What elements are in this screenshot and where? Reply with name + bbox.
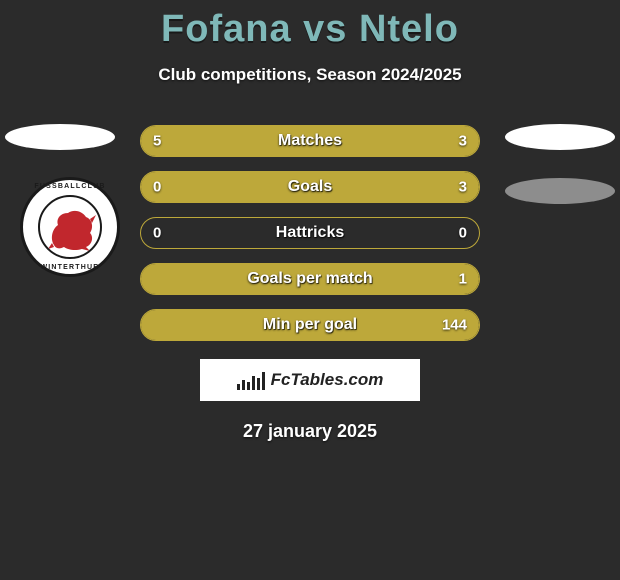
stat-value-left: 0 [153, 179, 161, 196]
stat-row: 1 Goals per match [0, 263, 620, 295]
stat-bar-track: 0 3 Goals [140, 171, 480, 203]
stat-bar-track: 5 3 Matches [140, 125, 480, 157]
stat-value-right: 144 [442, 317, 467, 334]
brand-bar [257, 378, 260, 390]
stat-value-right: 3 [459, 133, 467, 150]
brand-bar [252, 376, 255, 390]
stat-value-left: 5 [153, 133, 161, 150]
stat-bar-track: 0 0 Hattricks [140, 217, 480, 249]
brand-box: FcTables.com [200, 359, 420, 401]
stat-label: Goals [288, 178, 332, 196]
date-text: 27 january 2025 [0, 421, 620, 442]
brand-bar [242, 380, 245, 390]
stat-label: Matches [278, 132, 342, 150]
page-title: Fofana vs Ntelo [0, 0, 620, 51]
brand-text: FcTables.com [271, 370, 384, 390]
stat-row: 0 0 Hattricks [0, 217, 620, 249]
stat-bar-track: 1 Goals per match [140, 263, 480, 295]
stat-value-left: 0 [153, 225, 161, 242]
brand-bar [237, 384, 240, 390]
stat-bar-track: 144 Min per goal [140, 309, 480, 341]
stat-label: Min per goal [263, 316, 357, 334]
stat-label: Goals per match [247, 270, 372, 288]
stat-value-right: 1 [459, 271, 467, 288]
stat-row: 144 Min per goal [0, 309, 620, 341]
stat-row: 5 3 Matches [0, 125, 620, 157]
stat-value-right: 3 [459, 179, 467, 196]
stat-row: 0 3 Goals [0, 171, 620, 203]
stats-area: 5 3 Matches 0 3 Goals 0 0 Hattricks 1 Goals per ma… [0, 125, 620, 341]
brand-bars-icon [237, 370, 265, 390]
brand-bar [262, 372, 265, 390]
stat-label: Hattricks [276, 224, 344, 242]
brand-bar [247, 382, 250, 390]
stat-value-right: 0 [459, 225, 467, 242]
subtitle: Club competitions, Season 2024/2025 [0, 65, 620, 85]
